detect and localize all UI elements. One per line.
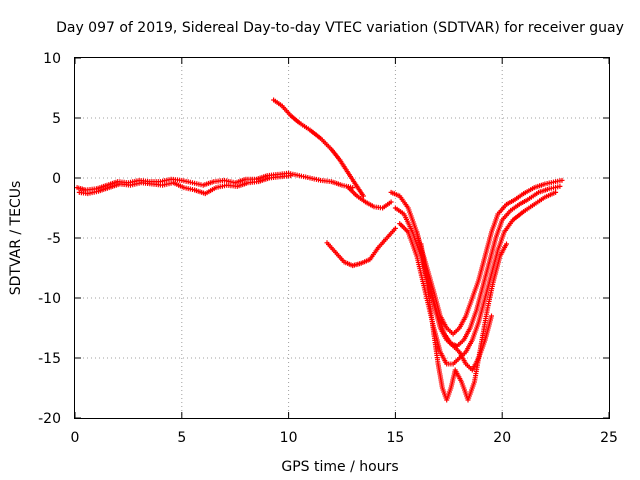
data-points bbox=[324, 225, 398, 269]
series-track-high bbox=[271, 97, 366, 199]
series-track-mid bbox=[345, 185, 394, 211]
series-track-flat-2 bbox=[76, 173, 294, 197]
data-layer bbox=[74, 97, 565, 403]
x-tick-label: 5 bbox=[177, 430, 186, 446]
y-axis-label: SDTVAR / TECUs bbox=[8, 181, 24, 296]
x-tick-label: 20 bbox=[493, 430, 511, 446]
x-tick-labels: 0 5 10 15 20 25 bbox=[71, 430, 618, 446]
x-tick-label: 10 bbox=[280, 430, 298, 446]
y-tick-labels: -20 -15 -10 -5 0 5 10 bbox=[38, 51, 61, 427]
y-tick-label: 0 bbox=[52, 171, 61, 187]
series-track-low bbox=[324, 225, 398, 269]
x-tick-label: 0 bbox=[71, 430, 80, 446]
grid bbox=[75, 58, 609, 418]
y-tick-label: 5 bbox=[52, 111, 61, 127]
data-points bbox=[418, 241, 509, 403]
data-points bbox=[345, 185, 394, 211]
ticks bbox=[74, 57, 610, 419]
x-tick-label: 25 bbox=[600, 430, 618, 446]
chart-title: Day 097 of 2019, Sidereal Day-to-day VTE… bbox=[56, 20, 624, 36]
y-tick-label: -15 bbox=[38, 351, 61, 367]
data-points bbox=[76, 173, 294, 197]
series-track-dip-e bbox=[414, 229, 494, 373]
x-tick-label: 15 bbox=[386, 430, 404, 446]
plot-frame bbox=[74, 57, 610, 419]
y-tick-label: 10 bbox=[43, 51, 61, 67]
y-tick-label: -10 bbox=[38, 291, 61, 307]
y-tick-label: -5 bbox=[47, 231, 61, 247]
series-track-dip-d bbox=[418, 241, 509, 403]
data-points bbox=[414, 229, 494, 373]
y-tick-label: -20 bbox=[38, 411, 61, 427]
x-axis-label: GPS time / hours bbox=[281, 459, 398, 475]
data-points bbox=[271, 97, 366, 199]
